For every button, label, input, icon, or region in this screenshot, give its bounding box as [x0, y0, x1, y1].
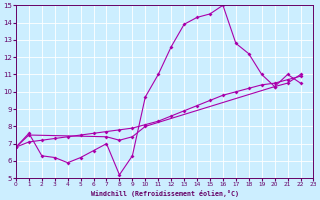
X-axis label: Windchill (Refroidissement éolien,°C): Windchill (Refroidissement éolien,°C)	[91, 190, 239, 197]
